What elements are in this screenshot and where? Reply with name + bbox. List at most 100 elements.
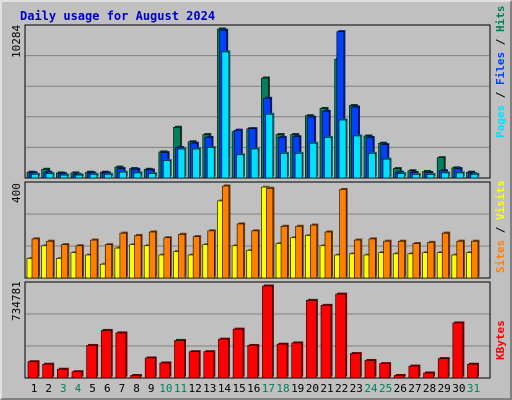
bar-sites-day-29 bbox=[441, 232, 450, 279]
x-tick-labels: 1 2 3 4 5 6 7 8 9 10 11 12 13 14 15 16 17 18 19 20 21 22 23 24 2… bbox=[31, 382, 480, 395]
bar-pages-day-25 bbox=[382, 158, 391, 179]
bar-pages-day-7 bbox=[119, 171, 127, 179]
x-tick-label: 13 bbox=[203, 382, 216, 395]
x-tick-label: 17 bbox=[262, 382, 275, 395]
bar-sites-day-16 bbox=[251, 230, 259, 279]
bar-pages-day-28 bbox=[426, 174, 435, 179]
bar-sites-day-22 bbox=[339, 189, 347, 279]
bar-sites-day-2 bbox=[46, 240, 54, 279]
bar-sites-day-15 bbox=[236, 223, 244, 279]
x-tick-label: 24 bbox=[364, 382, 378, 395]
x-tick-label: 9 bbox=[148, 382, 155, 395]
bar-kbytes-day-31 bbox=[467, 363, 478, 379]
bar-kbytes-day-7 bbox=[115, 332, 127, 379]
x-tick-label: 11 bbox=[174, 382, 187, 395]
x-tick-label: 19 bbox=[291, 382, 304, 395]
bar-pages-day-17 bbox=[265, 113, 274, 179]
bar-sites-day-17 bbox=[266, 188, 274, 279]
x-tick-label: 5 bbox=[89, 382, 96, 395]
bar-pages-day-29 bbox=[441, 172, 449, 179]
bar-kbytes-day-29 bbox=[437, 358, 449, 379]
x-tick-label: 21 bbox=[320, 382, 333, 395]
bar-sites-day-14 bbox=[222, 185, 230, 279]
bar-sites-day-3 bbox=[60, 244, 69, 279]
bar-kbytes-day-10 bbox=[159, 362, 171, 379]
bar-sites-day-13 bbox=[207, 230, 215, 279]
legend-sep-3: / bbox=[494, 220, 507, 240]
bar-sites-day-4 bbox=[75, 245, 83, 279]
bar-kbytes-day-22 bbox=[335, 293, 346, 379]
x-tick-label: 12 bbox=[189, 382, 202, 395]
x-tick-label: 15 bbox=[232, 382, 245, 395]
bar-sites-day-5 bbox=[90, 239, 98, 279]
bar-pages-day-22 bbox=[338, 119, 347, 179]
bar-kbytes-day-6 bbox=[100, 330, 112, 379]
bar-sites-day-10 bbox=[163, 237, 171, 279]
bar-kbytes-day-17 bbox=[262, 285, 273, 379]
chart-title: Daily usage for August 2024 bbox=[20, 9, 216, 23]
bar-kbytes-day-8 bbox=[130, 375, 141, 379]
bar-pages-day-5 bbox=[89, 174, 98, 179]
bar-pages-day-31 bbox=[470, 174, 479, 179]
bar-pages-day-26 bbox=[397, 173, 405, 179]
bar-pages-day-15 bbox=[236, 154, 244, 179]
bar-sites-day-11 bbox=[178, 234, 186, 279]
bar-sites-day-8 bbox=[134, 235, 142, 279]
x-tick-label: 31 bbox=[467, 382, 480, 395]
bar-pages-day-11 bbox=[177, 148, 186, 179]
x-tick-label: 30 bbox=[452, 382, 465, 395]
x-tick-label: 29 bbox=[438, 382, 451, 395]
bar-kbytes-day-28 bbox=[423, 372, 434, 379]
bar-kbytes-day-19 bbox=[291, 342, 303, 379]
x-tick-label: 25 bbox=[379, 382, 392, 395]
bar-sites-day-26 bbox=[397, 240, 406, 279]
bar-kbytes-day-13 bbox=[203, 351, 215, 379]
bar-pages-day-20 bbox=[309, 142, 318, 179]
x-tick-label: 14 bbox=[218, 382, 232, 395]
x-tick-label: 20 bbox=[306, 382, 319, 395]
bar-pages-day-3 bbox=[60, 174, 69, 179]
bar-kbytes-day-1 bbox=[27, 361, 39, 379]
x-tick-label: 7 bbox=[119, 382, 126, 395]
ymax-label-visits: 400 bbox=[10, 183, 23, 203]
bars bbox=[26, 27, 480, 379]
bar-kbytes-day-25 bbox=[379, 363, 390, 379]
bar-kbytes-day-2 bbox=[42, 363, 53, 379]
legend-pages: Pages bbox=[494, 105, 507, 138]
bar-pages-day-1 bbox=[31, 174, 39, 179]
x-tick-label: 28 bbox=[423, 382, 436, 395]
x-tick-label: 18 bbox=[276, 382, 289, 395]
legend-sep-2: / bbox=[494, 32, 507, 52]
bar-pages-day-2 bbox=[45, 173, 54, 179]
bar-kbytes-day-27 bbox=[408, 365, 420, 379]
bar-kbytes-day-3 bbox=[56, 368, 68, 379]
bar-sites-day-23 bbox=[353, 239, 362, 279]
x-tick-label: 26 bbox=[394, 382, 407, 395]
x-tick-label: 22 bbox=[335, 382, 348, 395]
bar-sites-day-1 bbox=[31, 238, 39, 279]
legend-kbytes: KBytes bbox=[494, 320, 507, 360]
bar-sites-day-7 bbox=[119, 232, 127, 279]
bar-pages-day-12 bbox=[192, 148, 200, 179]
legend-sep-1: / bbox=[494, 85, 507, 105]
bar-pages-day-24 bbox=[368, 153, 376, 179]
bar-kbytes-day-20 bbox=[306, 300, 317, 379]
legend-hits-files-pages: Pages / Files / Hits bbox=[494, 6, 507, 139]
bar-kbytes-day-5 bbox=[86, 345, 97, 379]
x-tick-label: 23 bbox=[350, 382, 363, 395]
x-tick-label: 4 bbox=[75, 382, 82, 395]
bar-kbytes-day-21 bbox=[320, 305, 332, 379]
bar-pages-day-6 bbox=[104, 174, 112, 179]
bar-pages-day-18 bbox=[280, 153, 288, 179]
bar-kbytes-day-23 bbox=[349, 353, 361, 379]
bar-kbytes-day-12 bbox=[188, 351, 200, 379]
bar-sites-day-30 bbox=[456, 240, 464, 279]
bar-pages-day-16 bbox=[250, 148, 259, 179]
bar-sites-day-12 bbox=[192, 236, 200, 279]
legend-sites-visits: Sites / Visits bbox=[494, 180, 507, 273]
bar-sites-day-25 bbox=[383, 240, 391, 279]
bar-sites-day-19 bbox=[295, 225, 303, 279]
legend-hits: Hits bbox=[494, 6, 507, 33]
bar-pages-day-10 bbox=[162, 160, 171, 179]
bar-pages-day-9 bbox=[148, 173, 156, 179]
